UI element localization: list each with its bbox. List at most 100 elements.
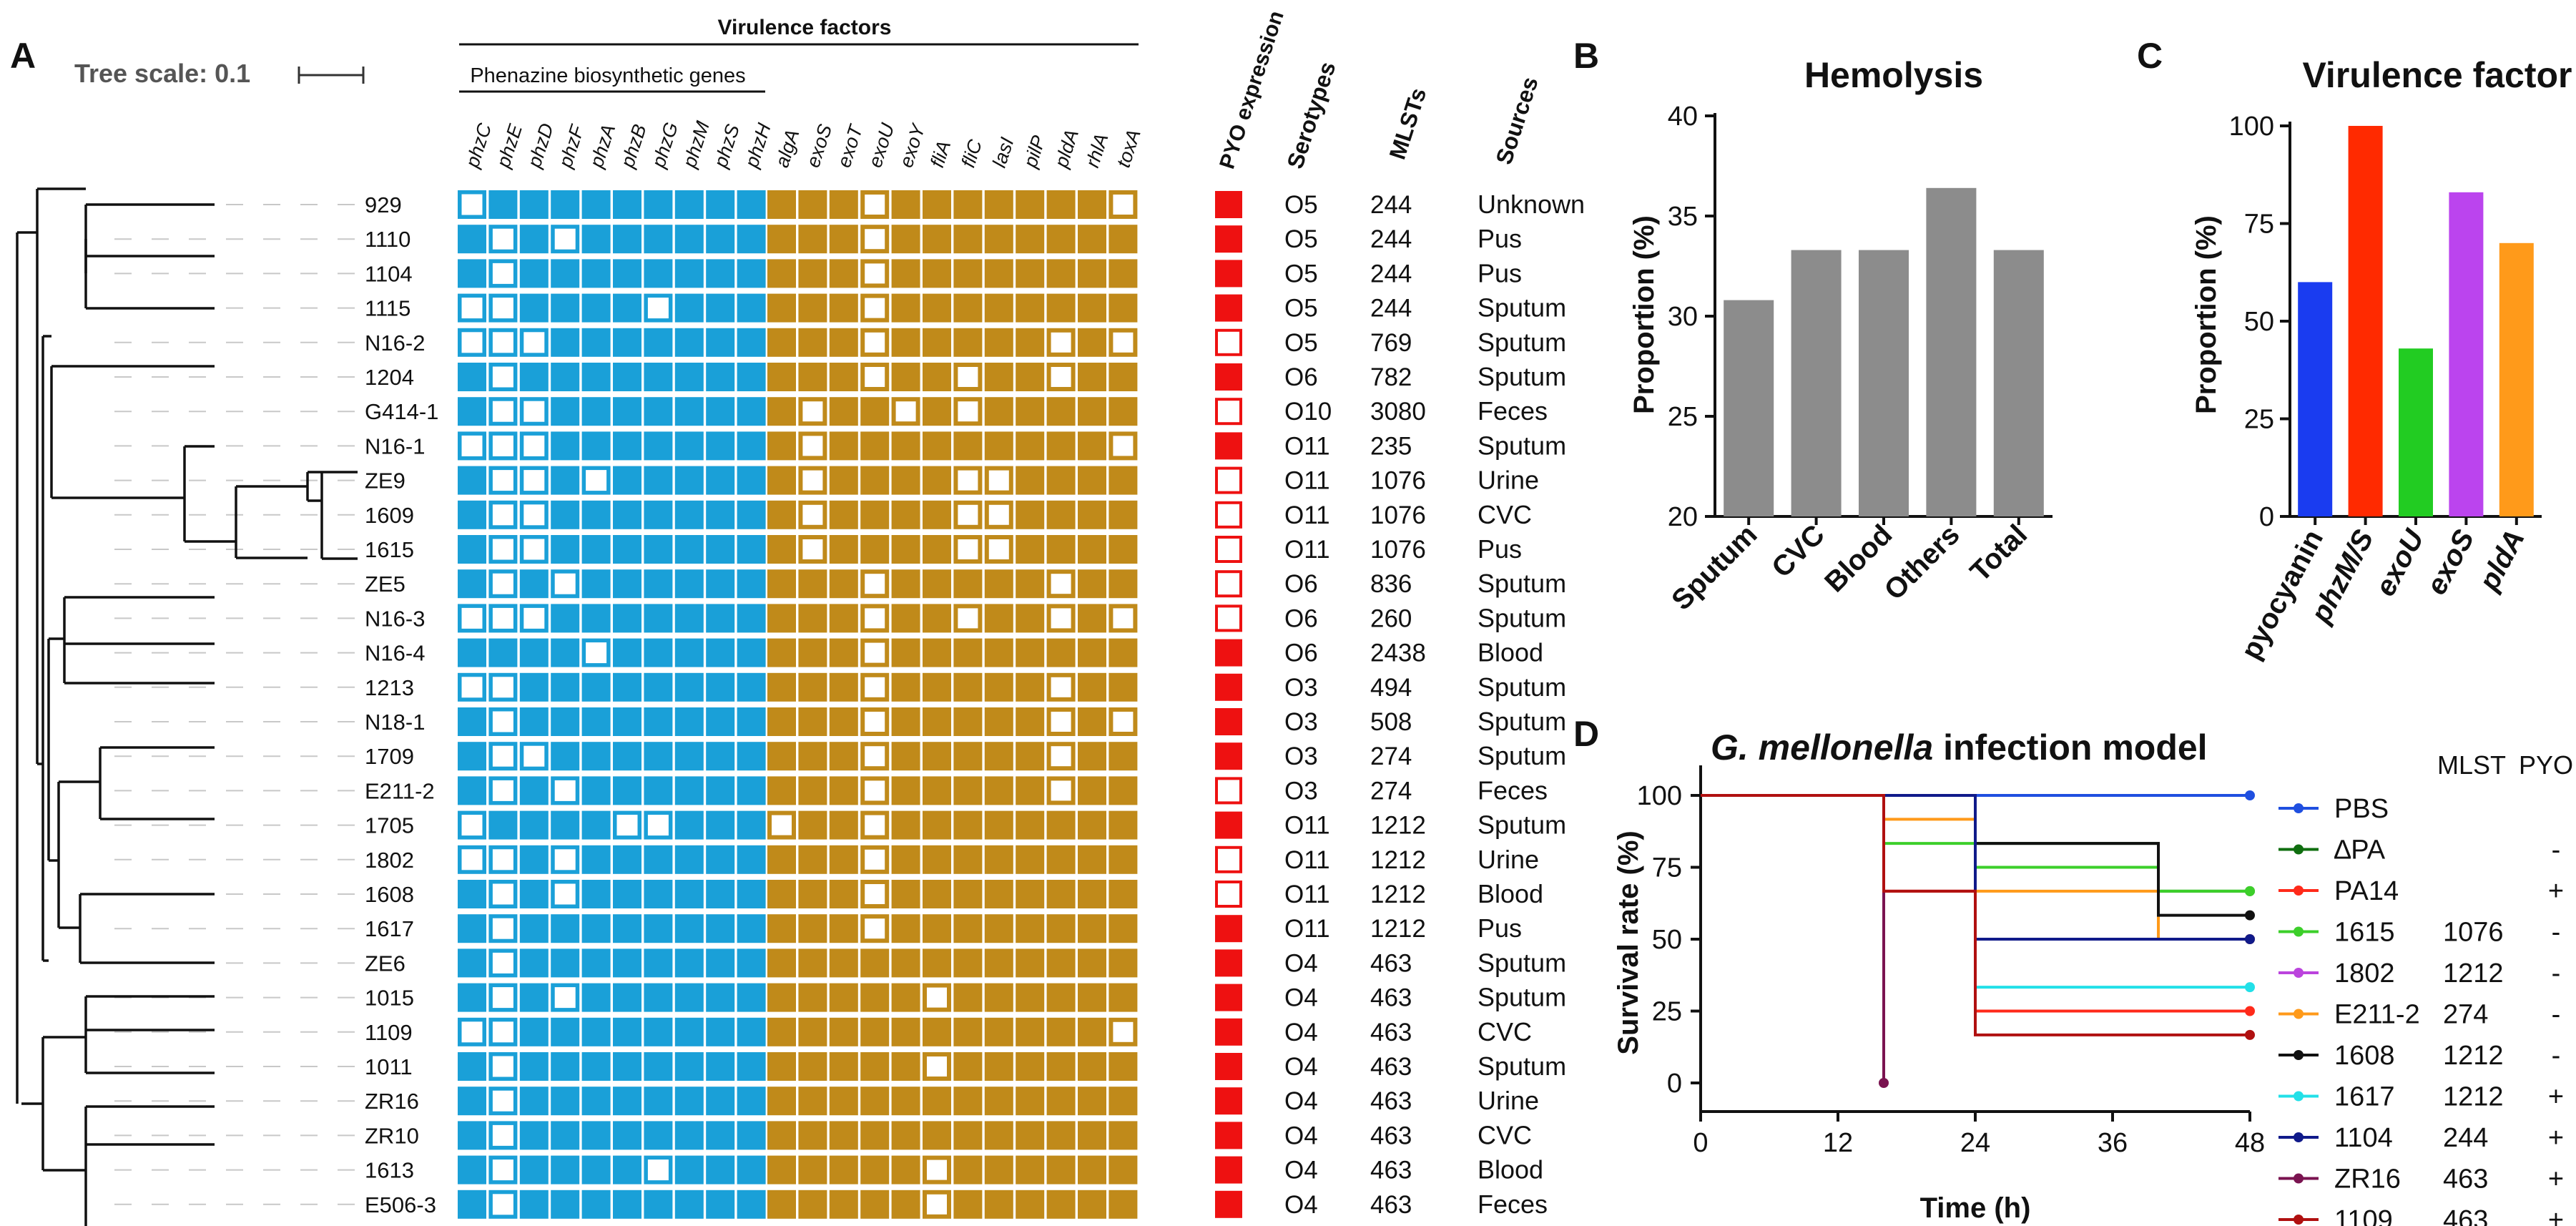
gene-header-vf: pilP [1019, 133, 1050, 171]
vf-gene-cell [860, 397, 890, 426]
phz-gene-cell [644, 1052, 673, 1081]
vf-gene-absent [802, 401, 823, 422]
vf-gene-cell [923, 638, 951, 667]
phz-gene-cell [674, 983, 704, 1012]
source-value: Sputum [1478, 948, 1566, 977]
y-tick-label: 75 [2244, 210, 2274, 240]
source-value: Blood [1478, 1155, 1543, 1185]
vf-gene-cell [829, 535, 858, 564]
vf-gene-cell [891, 638, 920, 667]
phz-gene-cell [737, 1155, 766, 1185]
gene-header-phz: phzD [523, 121, 558, 171]
phz-gene-cell [613, 431, 641, 461]
strain-row: 1110 O5 244 Pus [114, 224, 1522, 254]
serotype-value: O6 [1284, 639, 1318, 667]
phz-gene-cell [644, 1087, 673, 1116]
phz-gene-cell [674, 363, 704, 391]
phz-gene-cell [458, 225, 486, 254]
strain-row: E211-2 O3 274 Feces [114, 775, 1548, 805]
tree-branch [86, 995, 215, 1074]
vf-gene-cell [953, 328, 983, 357]
vf-gene-cell [891, 742, 920, 771]
strain-name: 1213 [365, 675, 414, 700]
vf-gene-absent [865, 263, 885, 284]
vf-gene-cell [798, 776, 827, 805]
serotype-value: O6 [1284, 570, 1318, 598]
serotype-value: O3 [1284, 742, 1318, 770]
phz-gene-cell [551, 500, 580, 529]
vf-gene-cell [767, 1190, 796, 1219]
vf-gene-cell [923, 293, 951, 323]
gene-header-vf: exoU [864, 120, 898, 170]
mlst-value: 1212 [1370, 881, 1426, 908]
vf-gene-cell [1046, 1087, 1076, 1116]
phz-gene-absent [554, 987, 576, 1009]
strain-name: 1802 [365, 848, 414, 873]
vf-gene-absent [1051, 746, 1071, 767]
vf-gene-cell [923, 707, 951, 736]
tree-branch [84, 239, 215, 273]
serotype-value: O4 [1284, 1191, 1318, 1219]
x-tick-label: Total [1965, 519, 2034, 588]
vf-gene-cell [1108, 810, 1138, 840]
phz-gene-cell [458, 1087, 486, 1116]
vf-gene-absent [1051, 608, 1071, 629]
phz-gene-cell [613, 500, 641, 529]
serotype-value: O3 [1284, 708, 1318, 736]
phz-gene-cell [644, 1017, 673, 1046]
vf-gene-cell [1016, 500, 1045, 529]
gene-header-phz: phzF [554, 122, 589, 171]
vf-gene-cell [798, 1017, 827, 1046]
phz-gene-absent [461, 298, 483, 319]
survival-line [1701, 794, 1885, 1083]
survival-chart: G. mellonella infection model 0 25 50 75 100 0… [1613, 727, 2573, 1226]
phz-gene-absent [492, 918, 513, 939]
vf-gene-cell [829, 259, 858, 288]
strain-row: N16-4 O6 2438 Blood [114, 638, 1543, 667]
vf-gene-cell [984, 1052, 1013, 1081]
vf-gene-cell [891, 604, 920, 633]
vf-gene-cell [891, 500, 920, 529]
pyo-positive [1215, 949, 1242, 977]
survival-end-point [2245, 910, 2255, 921]
vf-gene-absent [1113, 608, 1134, 629]
phz-gene-cell [551, 431, 580, 461]
vf-gene-cell [829, 810, 858, 840]
gene-header-phz: phzC [461, 120, 496, 171]
vf-gene-cell [1108, 983, 1138, 1012]
vf-gene-cell [798, 707, 827, 736]
vf-gene-cell [1108, 1121, 1138, 1150]
mlst-value: 244 [1370, 225, 1412, 253]
vf-gene-cell [829, 500, 858, 529]
vf-gene-cell [767, 880, 796, 908]
vf-gene-absent [865, 574, 885, 594]
source-value: Sputum [1478, 810, 1566, 840]
phz-gene-cell [519, 1190, 549, 1219]
strain-name: G414-1 [365, 399, 438, 424]
phz-gene-cell [674, 1052, 704, 1081]
phz-gene-cell [706, 259, 735, 288]
vf-gene-cell [1108, 1190, 1138, 1219]
serotype-value: O3 [1284, 674, 1318, 702]
chart-title: Virulence factor [2302, 55, 2572, 95]
strain-row: 1115 O5 244 Sputum [114, 293, 1566, 323]
phz-gene-absent [492, 504, 513, 526]
vf-gene-absent [988, 504, 1009, 525]
phz-gene-cell [644, 397, 673, 426]
vf-gene-cell [798, 1052, 827, 1081]
source-value: CVC [1478, 500, 1532, 529]
strain-row: 1617 O11 1212 Pus [114, 913, 1522, 943]
phz-gene-absent [492, 677, 513, 698]
phz-gene-absent [492, 298, 513, 319]
y-tick-label: 20 [1668, 502, 1698, 532]
legend-mlst: 244 [2443, 1123, 2488, 1153]
phz-gene-cell [737, 672, 766, 702]
vf-gene-cell [798, 810, 827, 840]
pyo-positive [1215, 639, 1242, 667]
phz-gene-absent [586, 642, 607, 664]
legend-item: E211-2 274 - [2278, 1000, 2560, 1030]
vf-gene-cell [767, 1052, 796, 1081]
vf-gene-cell [953, 672, 983, 702]
legend-label: ZR16 [2334, 1164, 2401, 1195]
vf-gene-absent [865, 746, 885, 767]
